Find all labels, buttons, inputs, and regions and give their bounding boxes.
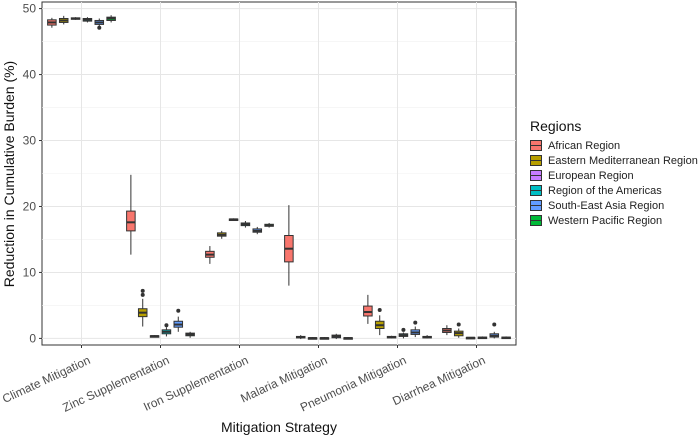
box-eastern-mediterranean-region-3 [295, 335, 306, 340]
y-tick-label: 50 [23, 2, 37, 16]
box-african-region-4 [363, 294, 373, 324]
y-tick-label: 40 [23, 68, 37, 82]
box-african-region-1 [126, 174, 136, 255]
y-tick-label: 20 [23, 199, 37, 213]
box-region-of-the-americas-5 [477, 336, 488, 340]
legend-item: European Region [530, 168, 698, 183]
box-western-pacific-region-0 [106, 15, 116, 23]
legend-item: South-East Asia Region [530, 198, 698, 213]
legend-label: African Region [548, 139, 621, 152]
legend-item: Eastern Mediterranean Region [530, 153, 698, 168]
legend-label: South-East Asia Region [548, 199, 665, 212]
legend-label: Eastern Mediterranean Region [548, 154, 698, 167]
box-western-pacific-region-2 [264, 222, 274, 228]
legend-swatch [530, 215, 542, 226]
box-european-region-2 [228, 218, 239, 222]
box-region-of-the-americas-2 [240, 220, 251, 228]
y-axis: 0 10 20 30 40 50 [23, 2, 42, 345]
y-tick-label: 30 [23, 134, 37, 148]
box-western-pacific-region-5 [501, 336, 511, 340]
box-eastern-mediterranean-region-4 [374, 308, 385, 336]
outlier-point [140, 292, 145, 297]
legend-swatch [530, 155, 542, 166]
box-south-east-asia-region-1 [173, 308, 184, 332]
box-european-region-1 [149, 335, 160, 338]
outlier-point [140, 288, 145, 293]
y-tick-label: 10 [23, 265, 37, 279]
box-western-pacific-region-4 [422, 335, 432, 339]
box-european-region-4 [386, 335, 397, 339]
box-region-of-the-americas-3 [319, 337, 330, 340]
box-south-east-asia-region-0 [94, 18, 105, 30]
box-european-region-0 [70, 17, 81, 20]
legend-label: European Region [548, 169, 634, 182]
box-region-of-the-americas-4 [398, 327, 409, 339]
legend-swatch [530, 200, 542, 211]
legend-swatch [530, 140, 542, 151]
box-eastern-mediterranean-region-1 [137, 288, 148, 327]
legend-label: Western Pacific Region [548, 214, 663, 227]
legend-swatch [530, 185, 542, 196]
box-series [47, 15, 511, 340]
box-african-region-2 [205, 246, 215, 264]
grid-lines [42, 2, 516, 345]
y-axis-title: Reduction in Cumulative Burden (%) [1, 61, 17, 287]
outlier-point [97, 25, 102, 30]
y-tick-label: 0 [29, 331, 36, 345]
legend-swatch [530, 170, 542, 181]
box-south-east-asia-region-4 [410, 320, 421, 338]
box-iqr [126, 210, 136, 232]
box-eastern-mediterranean-region-2 [216, 230, 227, 239]
box-european-region-3 [307, 337, 318, 340]
outlier-point [492, 322, 497, 327]
legend-title: Regions [530, 118, 582, 134]
box-south-east-asia-region-3 [331, 333, 342, 340]
box-western-pacific-region-1 [185, 331, 195, 338]
box-eastern-mediterranean-region-5 [453, 322, 464, 338]
legend-items: African Region Eastern Mediterranean Regi… [530, 138, 698, 228]
box-south-east-asia-region-2 [252, 226, 263, 235]
box-region-of-the-americas-0 [82, 17, 93, 23]
outlier-point [401, 327, 406, 332]
box-western-pacific-region-3 [343, 337, 353, 340]
box-region-of-the-americas-1 [161, 323, 172, 337]
legend-item: Region of the Americas [530, 183, 698, 198]
x-axis-title: Mitigation Strategy [221, 419, 337, 435]
legend-item: Western Pacific Region [530, 213, 698, 228]
legend: Regions African Region Eastern Mediterran… [530, 118, 698, 228]
outlier-point [164, 323, 169, 328]
outlier-point [176, 308, 181, 313]
legend-label: Region of the Americas [548, 184, 662, 197]
box-european-region-5 [465, 336, 476, 340]
outlier-point [456, 322, 461, 327]
outlier-point [413, 320, 418, 325]
box-african-region-3 [284, 205, 294, 286]
box-african-region-0 [47, 17, 57, 28]
box-south-east-asia-region-5 [489, 322, 500, 339]
box-african-region-5 [442, 325, 452, 336]
legend-item: African Region [530, 138, 698, 153]
outlier-point [377, 308, 382, 313]
box-eastern-mediterranean-region-0 [58, 15, 69, 25]
